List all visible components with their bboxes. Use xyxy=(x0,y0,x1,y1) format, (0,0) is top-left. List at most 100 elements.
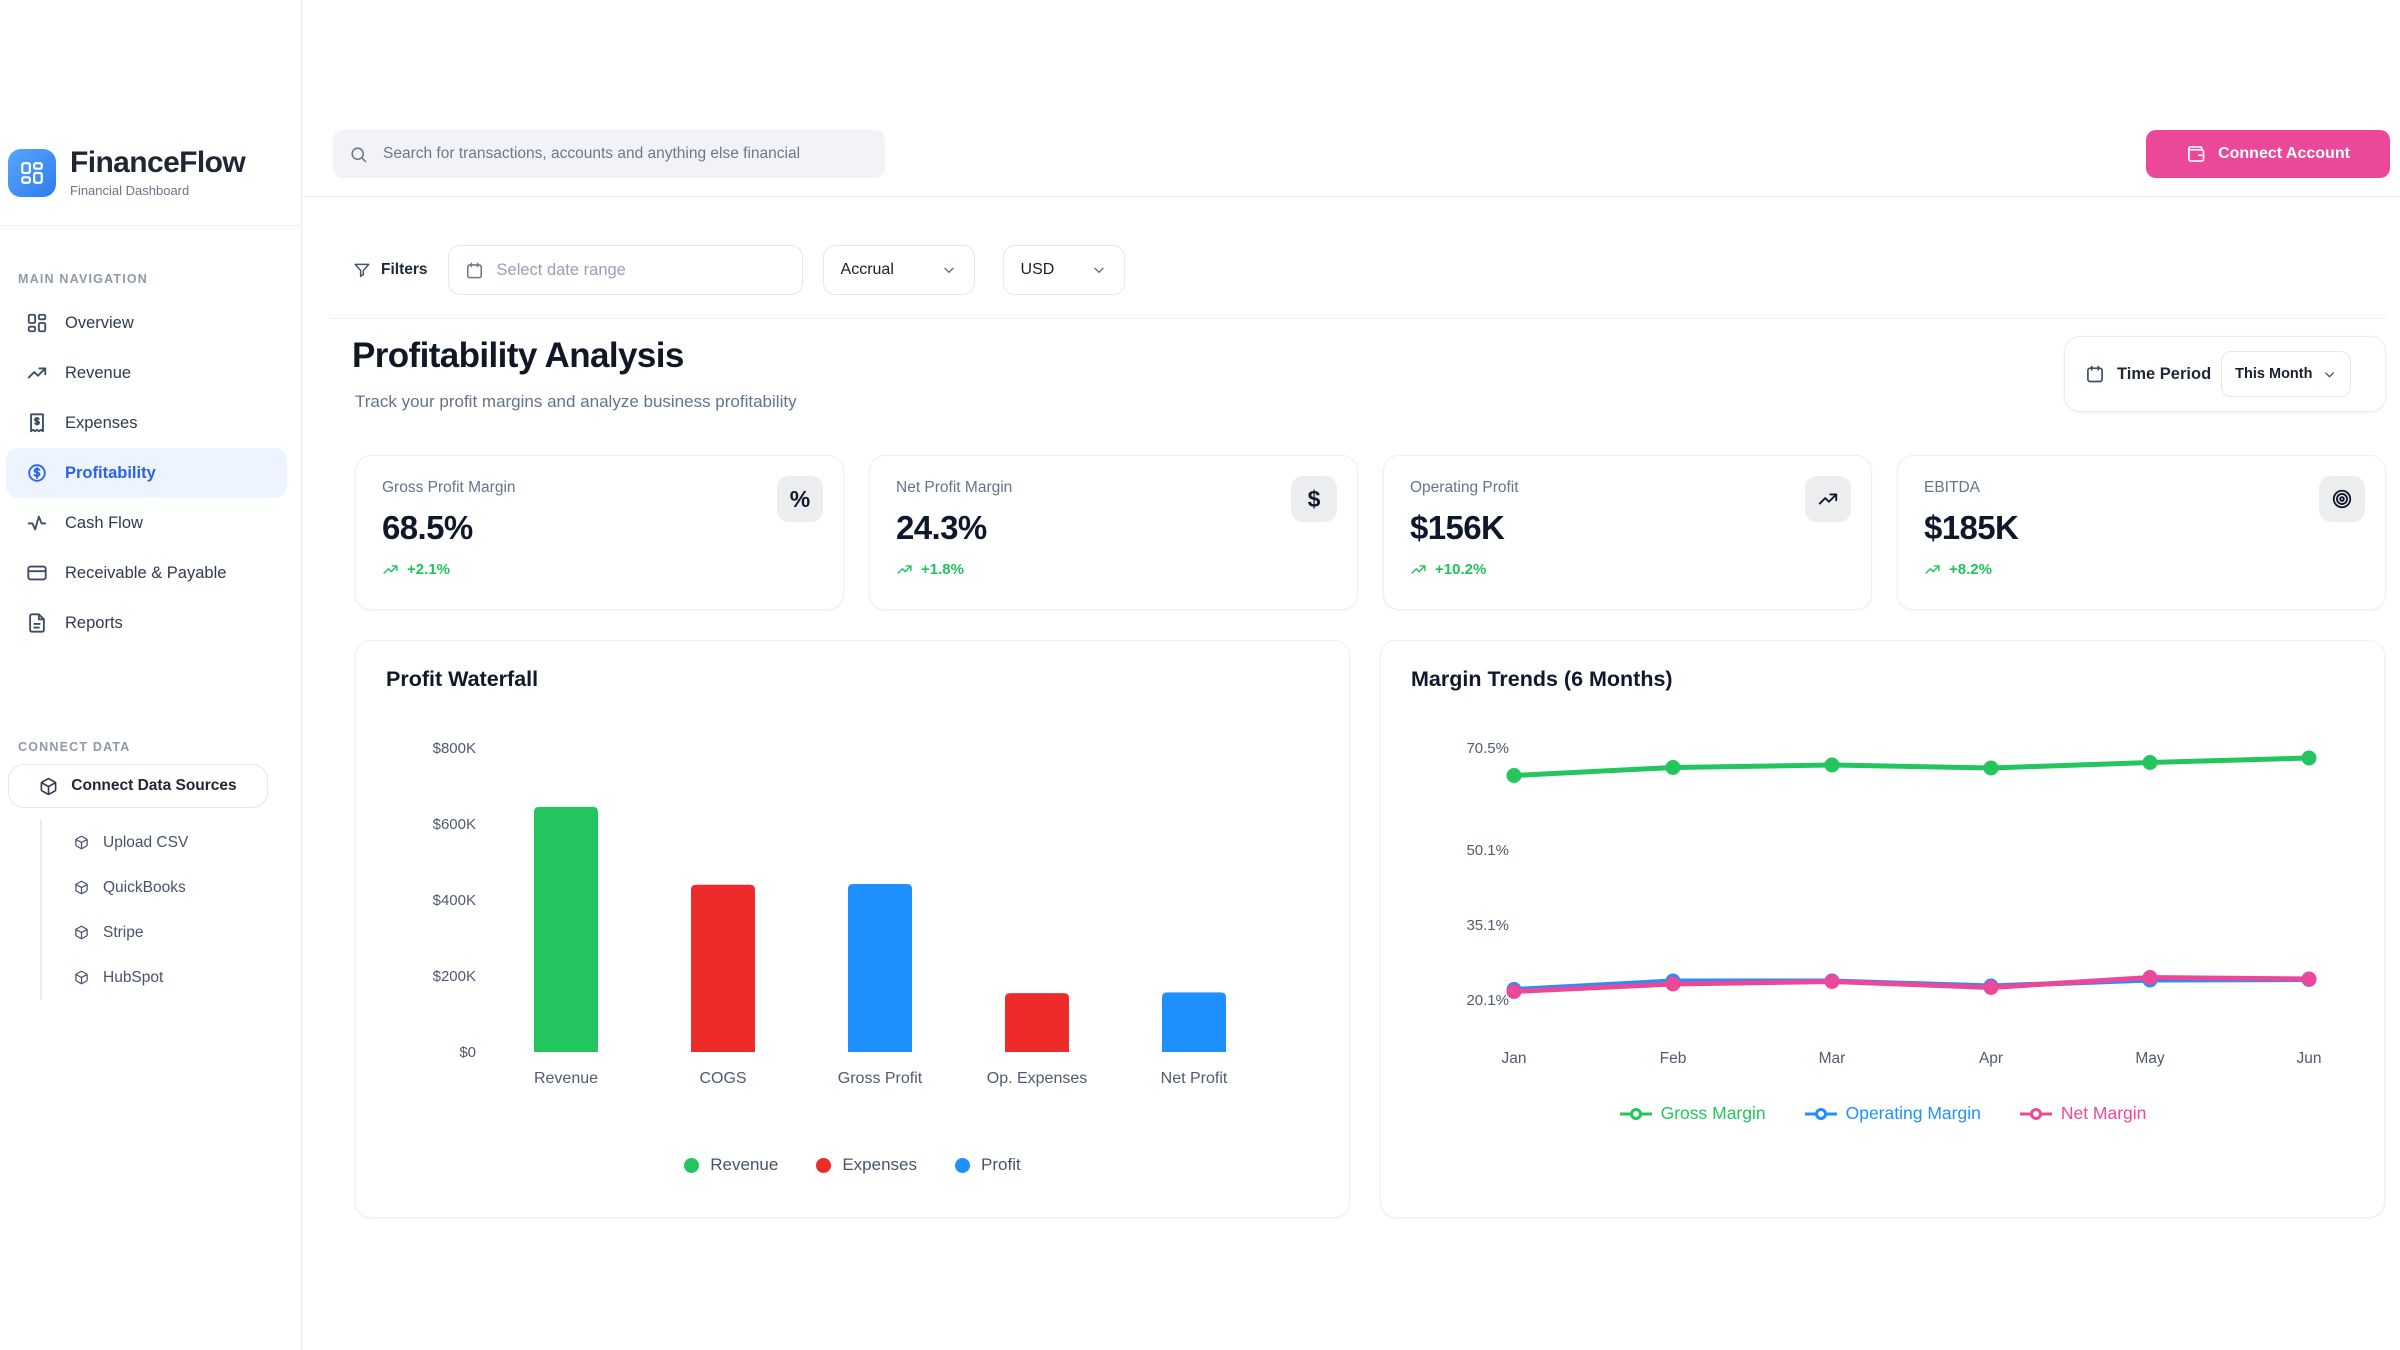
search-input[interactable] xyxy=(381,144,869,164)
app-logo-icon xyxy=(8,149,56,197)
svg-text:20.1%: 20.1% xyxy=(1466,992,1509,1009)
sidebar-item-overview[interactable]: Overview xyxy=(6,298,287,348)
time-period-label: Time Period xyxy=(2117,364,2212,383)
time-period-select[interactable]: This Month xyxy=(2221,351,2352,397)
legend-label: Profit xyxy=(981,1155,1021,1174)
kpi-label: Gross Profit Margin xyxy=(382,479,516,496)
accounting-basis-value: Accrual xyxy=(840,261,894,278)
kpi-card-gross-profit-margin: Gross Profit Margin% 68.5% +2.1% xyxy=(355,455,844,610)
data-source-quickbooks[interactable]: QuickBooks xyxy=(42,865,282,910)
svg-text:$600K: $600K xyxy=(433,816,476,833)
trending-up-icon xyxy=(382,561,399,578)
connect-account-button[interactable]: Connect Account xyxy=(2146,130,2390,178)
app-title: FinanceFlow xyxy=(70,146,246,179)
global-search[interactable] xyxy=(333,130,885,178)
svg-text:$400K: $400K xyxy=(433,892,476,909)
kpi-value: $156K xyxy=(1410,509,1505,546)
connect-data-sources-button[interactable]: Connect Data Sources xyxy=(8,764,268,808)
kpi-label: EBITDA xyxy=(1924,479,1980,496)
svg-text:$0: $0 xyxy=(459,1044,476,1061)
kpi-value: $185K xyxy=(1924,509,2019,546)
data-source-label: Stripe xyxy=(103,923,144,941)
sidebar-nav: Overview Revenue Expenses Profitability Cash… xyxy=(0,298,301,648)
sidebar-item-receivable-payable[interactable]: Receivable & Payable xyxy=(6,548,287,598)
sidebar-item-label: Overview xyxy=(65,313,134,332)
kpi-delta: +1.8% xyxy=(896,561,1331,578)
legend-label: Revenue xyxy=(710,1155,779,1174)
legend-item-expenses: Expenses xyxy=(816,1155,917,1175)
kpi-value: 24.3% xyxy=(896,509,987,546)
activity-icon xyxy=(26,512,48,534)
cube-icon xyxy=(74,880,89,895)
legend-item-net-margin: Net Margin xyxy=(2019,1103,2147,1124)
trending-up-icon xyxy=(26,362,48,384)
kpi-value: 68.5% xyxy=(382,509,473,546)
file-text-icon xyxy=(26,612,48,634)
kpi-card-net-profit-margin: Net Profit Margin $24.3% +1.8% xyxy=(869,455,1358,610)
legend-marker xyxy=(1619,1107,1653,1121)
trending-up-icon xyxy=(1924,561,1941,578)
data-source-list: Upload CSV QuickBooks Stripe HubSpot xyxy=(40,820,282,1000)
svg-text:Mar: Mar xyxy=(1819,1050,1846,1067)
currency-value: USD xyxy=(1020,261,1055,278)
sidebar-item-label: Profitability xyxy=(65,463,156,482)
sidebar-item-profitability[interactable]: Profitability xyxy=(6,448,287,498)
bar-revenue xyxy=(534,806,598,1052)
legend-item-profit: Profit xyxy=(955,1155,1021,1175)
legend-item-operating-margin: Operating Margin xyxy=(1804,1103,1981,1124)
connect-account-label: Connect Account xyxy=(2218,145,2350,162)
data-source-label: Upload CSV xyxy=(103,833,189,851)
dollar-icon: $ xyxy=(1291,476,1337,522)
date-range-input[interactable]: Select date range xyxy=(447,245,803,295)
percent-icon: % xyxy=(777,476,823,522)
data-source-stripe[interactable]: Stripe xyxy=(42,910,282,955)
data-source-upload-csv[interactable]: Upload CSV xyxy=(42,820,282,865)
data-source-hubspot[interactable]: HubSpot xyxy=(42,955,282,1000)
date-range-placeholder: Select date range xyxy=(496,260,626,279)
sidebar-item-label: Expenses xyxy=(65,413,138,432)
sidebar-item-cash-flow[interactable]: Cash Flow xyxy=(6,498,287,548)
svg-text:70.5%: 70.5% xyxy=(1466,740,1509,757)
bar-net-profit xyxy=(1162,992,1226,1052)
svg-text:Gross Profit: Gross Profit xyxy=(838,1070,923,1087)
svg-text:Apr: Apr xyxy=(1979,1050,2003,1067)
svg-text:50.1%: 50.1% xyxy=(1466,842,1509,859)
kpi-delta: +8.2% xyxy=(1924,561,2359,578)
search-icon xyxy=(349,145,368,164)
legend-dot xyxy=(684,1157,700,1173)
legend-label: Expenses xyxy=(842,1155,918,1174)
line-net-margin xyxy=(1511,975,2312,994)
main-navigation-heading: MAIN NAVIGATION xyxy=(18,272,149,286)
dashboard-grid-icon xyxy=(19,160,45,186)
currency-select[interactable]: USD xyxy=(1002,245,1125,295)
legend-label: Operating Margin xyxy=(1845,1103,1981,1123)
target-icon xyxy=(2319,476,2365,522)
filters-button[interactable]: Filters xyxy=(353,261,428,279)
sidebar-header-divider xyxy=(0,225,301,226)
calendar-icon xyxy=(2085,364,2105,384)
profit-waterfall-chart: $0 $200K $400K $600K $800K Revenue COGS Gross P… xyxy=(433,740,1228,1087)
accounting-basis-select[interactable]: Accrual xyxy=(822,245,975,295)
legend-item-revenue: Revenue xyxy=(684,1155,778,1175)
kpi-card-ebitda: EBITDA $185K +8.2% xyxy=(1897,455,2386,610)
sidebar-item-reports[interactable]: Reports xyxy=(6,598,287,648)
sidebar-item-revenue[interactable]: Revenue xyxy=(6,348,287,398)
funnel-icon xyxy=(353,261,371,279)
margin-trends-title: Margin Trends (6 Months) xyxy=(1411,667,1673,691)
svg-text:Revenue: Revenue xyxy=(534,1070,598,1087)
calendar-icon xyxy=(465,261,484,280)
svg-text:COGS: COGS xyxy=(699,1070,746,1087)
trending-up-icon xyxy=(1805,476,1851,522)
sidebar: FinanceFlow Financial Dashboard MAIN NAV… xyxy=(0,0,302,1350)
legend-label: Gross Margin xyxy=(1660,1103,1766,1123)
brand: FinanceFlow Financial Dashboard xyxy=(8,146,246,198)
kpi-delta: +10.2% xyxy=(1410,561,1845,578)
app-tagline: Financial Dashboard xyxy=(70,183,190,198)
sidebar-item-expenses[interactable]: Expenses xyxy=(6,398,287,448)
bar-cogs xyxy=(691,884,755,1052)
legend-label: Net Margin xyxy=(2060,1103,2147,1123)
kpi-label: Operating Profit xyxy=(1410,479,1519,496)
profit-waterfall-legend: Revenue Expenses Profit xyxy=(356,1155,1349,1175)
kpi-delta-value: +10.2% xyxy=(1435,561,1487,578)
trending-up-icon xyxy=(1410,561,1427,578)
